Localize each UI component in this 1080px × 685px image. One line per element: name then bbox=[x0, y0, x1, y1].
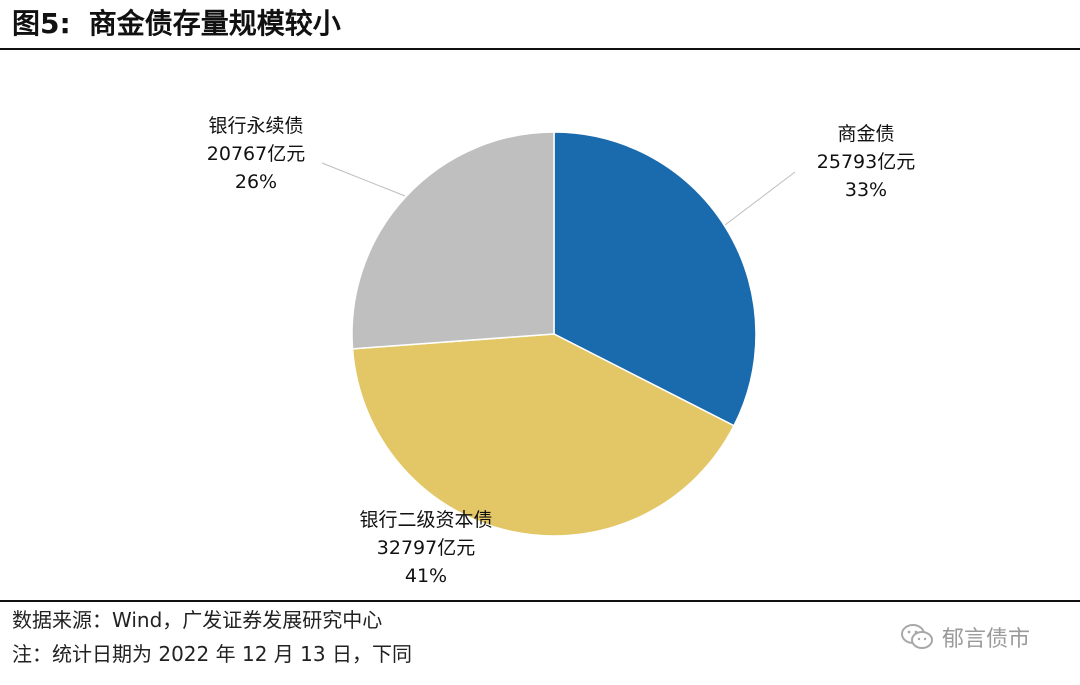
slice-percent-label: 26% bbox=[235, 171, 277, 193]
slice-label: 银行永续债 bbox=[208, 115, 303, 137]
watermark-text: 郁言债市 bbox=[942, 627, 1031, 652]
pie-slice bbox=[351, 131, 555, 350]
slice-value-label: 20767亿元 bbox=[207, 143, 305, 165]
slice-label: 商金债 bbox=[837, 123, 894, 145]
pie-slice bbox=[553, 131, 757, 427]
slice-value-label: 32797亿元 bbox=[377, 537, 475, 559]
pie-slice bbox=[351, 333, 735, 537]
figure-title: 图5: 商金债存量规模较小 bbox=[12, 4, 341, 44]
leader-line bbox=[321, 162, 406, 197]
date-note: 注：统计日期为 2022 年 12 月 13 日，下同 bbox=[12, 642, 412, 666]
figure-title-text: 商金债存量规模较小 bbox=[88, 7, 341, 40]
figure-number: 图5: bbox=[12, 7, 71, 40]
slice-percent-label: 41% bbox=[405, 565, 447, 587]
watermark: 郁言债市 bbox=[900, 620, 1030, 654]
slice-label: 银行二级资本债 bbox=[359, 509, 492, 531]
bottom-rule bbox=[0, 600, 1080, 602]
wechat-icon bbox=[901, 624, 933, 649]
leader-line bbox=[724, 171, 796, 226]
top-rule bbox=[0, 48, 1080, 50]
slice-value-label: 25793亿元 bbox=[817, 151, 915, 173]
data-source-note: 数据来源：Wind，广发证券发展研究中心 bbox=[12, 608, 383, 632]
slice-percent-label: 33% bbox=[845, 179, 887, 201]
